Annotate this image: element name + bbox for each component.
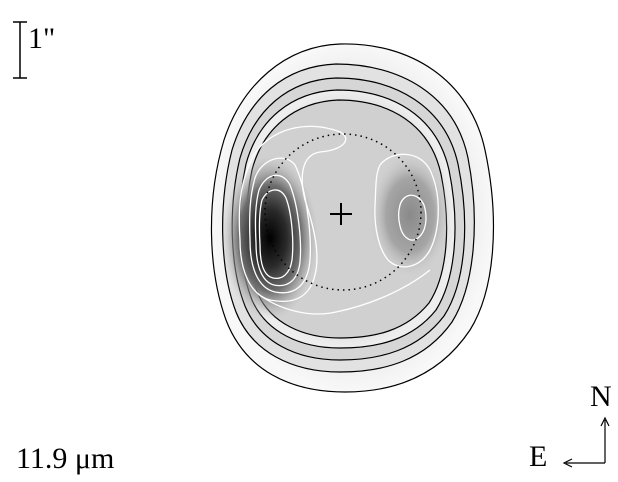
inner-contours (238, 125, 439, 315)
center-cross-marker (330, 203, 352, 225)
right-emission-peak (370, 153, 450, 277)
scale-bar (13, 21, 27, 79)
scale-bar-label: 1" (28, 22, 56, 55)
wavelength-label: 11.9 μm (16, 442, 115, 475)
orbit-circle (264, 133, 422, 291)
east-label: E (529, 440, 548, 473)
north-label: N (590, 380, 612, 413)
compass-arrows (562, 416, 610, 468)
